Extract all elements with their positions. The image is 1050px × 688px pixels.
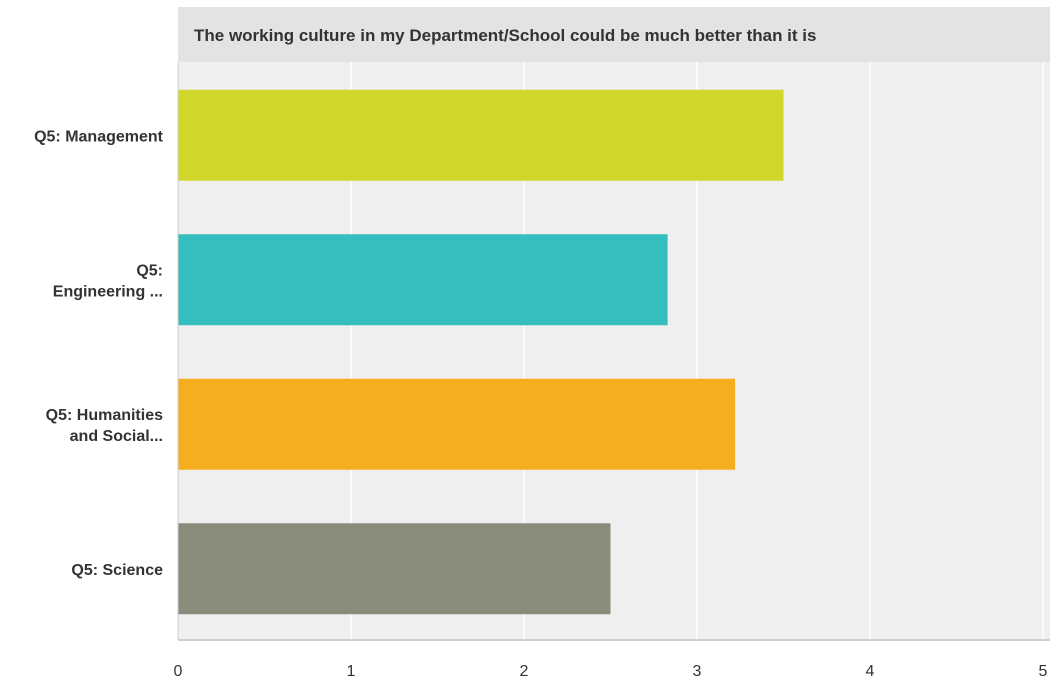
x-tick-label: 2 xyxy=(520,663,529,680)
x-tick-labels: 0 1 2 3 4 5 xyxy=(174,663,1048,680)
x-tick-label: 3 xyxy=(693,663,702,680)
x-tick-label: 1 xyxy=(347,663,356,680)
chart-title: The working culture in my Department/Sch… xyxy=(194,26,816,45)
title-banner xyxy=(178,7,1050,62)
bars xyxy=(178,89,784,615)
bar xyxy=(178,234,668,326)
x-tick-label: 4 xyxy=(866,663,875,680)
x-tick-label: 0 xyxy=(174,663,183,680)
bar xyxy=(178,89,784,181)
x-tick-label: 5 xyxy=(1039,663,1048,680)
category-label: Q5: Science xyxy=(71,562,163,579)
category-label: Q5: Management xyxy=(34,128,164,145)
category-label: Q5: Engineering ... xyxy=(53,262,163,300)
category-labels: Q5: Management Q5: Engineering ... Q5: Huma… xyxy=(34,128,164,579)
bar xyxy=(178,378,736,470)
category-label: Q5: Humanities and Social... xyxy=(46,407,163,445)
bar xyxy=(178,523,611,615)
